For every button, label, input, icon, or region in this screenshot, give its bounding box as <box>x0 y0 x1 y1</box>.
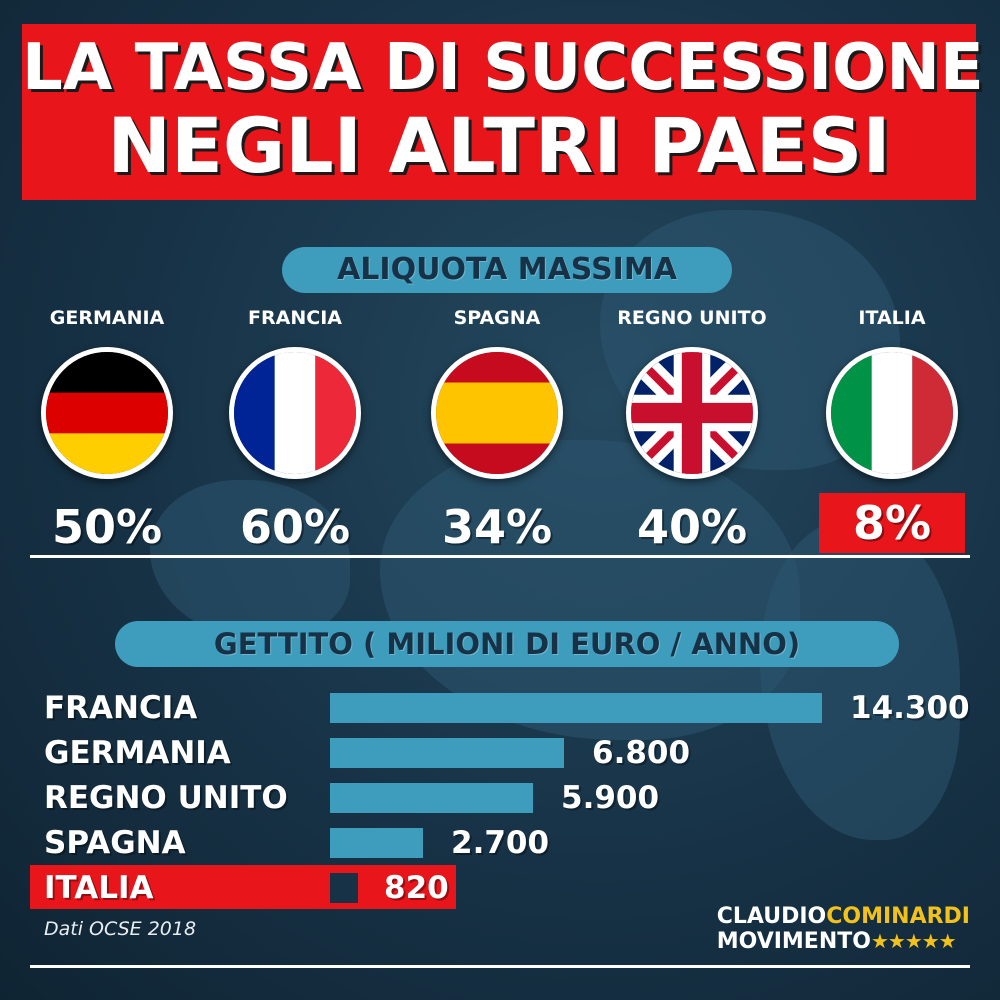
brand-movement: MOVIMENTO★★★★★ <box>717 929 970 954</box>
italia-row-highlight <box>30 865 456 909</box>
brand-movement-text: MOVIMENTO <box>716 929 871 954</box>
title-banner: LA TASSA DI SUCCESSIONE NEGLI ALTRI PAES… <box>22 24 984 200</box>
revenue-value-label: 2.700 <box>451 825 550 861</box>
revenue-bar <box>330 738 564 768</box>
revenue-value-label: 6.800 <box>592 735 691 771</box>
brand-name: CLAUDIOCOMINARDI <box>717 905 970 929</box>
revenue-bar <box>330 783 533 813</box>
rate-value-highlight: 8% <box>819 493 965 553</box>
revenue-row: REGNO UNITO 5.900 <box>0 777 1000 819</box>
germany-flag-icon <box>41 347 173 479</box>
brand-logo: CLAUDIOCOMINARDI MOVIMENTO★★★★★ <box>717 905 970 954</box>
revenue-country-label: FRANCIA <box>44 690 198 726</box>
revenue-country-label: SPAGNA <box>44 825 186 861</box>
country-name: FRANCIA <box>248 307 342 329</box>
country-uk: REGNO UNITO 40% <box>597 305 787 557</box>
revenue-row: SPAGNA 2.700 <box>0 822 1000 864</box>
revenue-value-label: 5.900 <box>561 780 660 816</box>
country-italy: ITALIA 8% <box>797 305 987 553</box>
bottom-divider <box>30 965 970 968</box>
revenue-heading: GETTITO ( MILIONI DI EURO / ANNO) <box>115 621 899 667</box>
stars-icon: ★★★★★ <box>870 929 957 953</box>
section-divider <box>30 555 970 558</box>
france-flag-icon <box>229 347 361 479</box>
brand-last-name: COMINARDI <box>826 904 970 929</box>
country-name: SPAGNA <box>453 307 541 329</box>
revenue-value-label: 820 <box>384 870 449 906</box>
rate-value: 40% <box>636 500 748 554</box>
revenue-bar <box>330 828 423 858</box>
country-name: REGNO UNITO <box>617 307 767 329</box>
brand-first-name: CLAUDIO <box>716 904 827 929</box>
uk-flag-icon <box>626 347 758 479</box>
rate-value: 60% <box>239 500 351 554</box>
source-note: Dati OCSE 2018 <box>44 918 197 940</box>
country-france: FRANCIA 60% <box>200 305 390 557</box>
revenue-row: FRANCIA 14.300 <box>0 687 1000 729</box>
country-germany: GERMANIA 50% <box>12 305 202 557</box>
revenue-country-label: REGNO UNITO <box>44 780 288 816</box>
italy-flag-icon <box>826 347 958 479</box>
revenue-row: ITALIA 820 <box>0 867 1000 909</box>
revenue-country-label: ITALIA <box>44 870 154 906</box>
revenue-country-label: GERMANIA <box>44 735 231 771</box>
country-spain: SPAGNA 34% <box>402 305 592 557</box>
title-line-2: NEGLI ALTRI PAESI <box>107 101 891 190</box>
rate-value: 50% <box>51 500 163 554</box>
spain-flag-icon <box>431 347 563 479</box>
title-line-1: LA TASSA DI SUCCESSIONE <box>22 31 984 105</box>
revenue-row: GERMANIA 6.800 <box>0 732 1000 774</box>
rate-value: 34% <box>441 500 553 554</box>
country-name: ITALIA <box>858 307 926 329</box>
revenue-bar <box>330 693 822 723</box>
revenue-bar <box>330 873 358 903</box>
revenue-value-label: 14.300 <box>850 690 970 726</box>
country-name: GERMANIA <box>49 307 165 329</box>
rates-heading: ALIQUOTA MASSIMA <box>282 247 732 293</box>
